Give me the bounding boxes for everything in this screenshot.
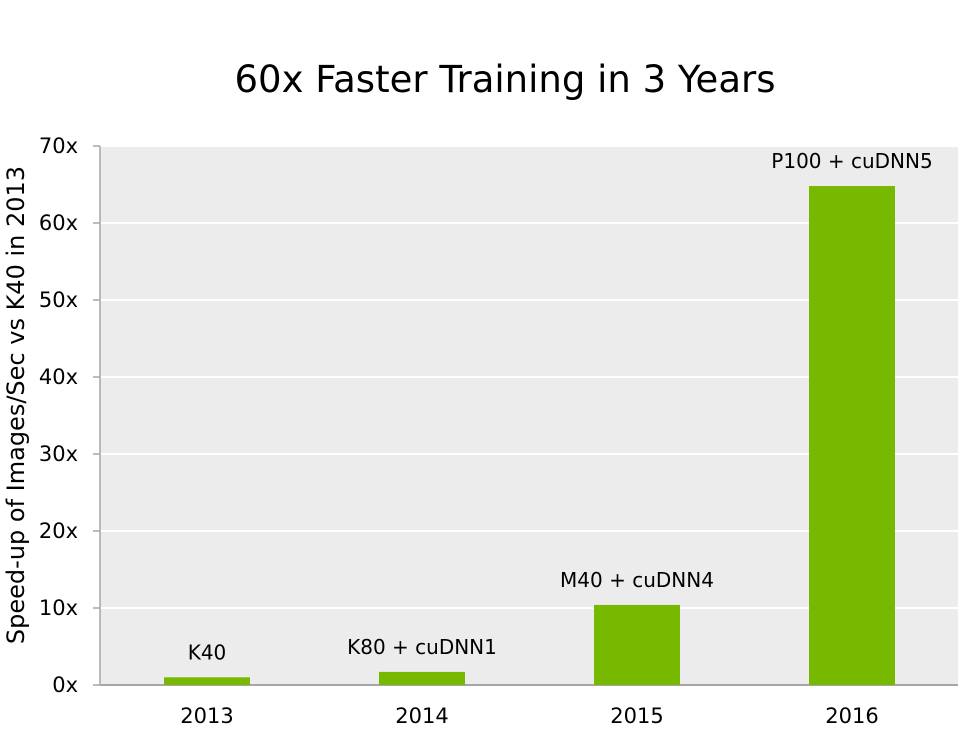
y-tick-label: 30x (39, 442, 78, 466)
bar-label-2016: P100 + cuDNN5 (771, 149, 932, 173)
bar-2015 (594, 604, 680, 685)
x-tick-label-2013: 2013 (180, 704, 233, 728)
y-tick-label: 50x (39, 288, 78, 312)
x-tick-label-2016: 2016 (825, 704, 878, 728)
y-tick-label: 70x (39, 134, 78, 158)
bar-2013 (164, 677, 250, 685)
bar-label-2013: K40 (188, 640, 227, 664)
bar-2016 (809, 186, 895, 686)
bar-label-2015: M40 + cuDNN4 (560, 568, 714, 592)
bar-2014 (379, 671, 465, 685)
x-tick-label-2014: 2014 (395, 704, 448, 728)
y-tick-label: 60x (39, 211, 78, 235)
bar-label-2014: K80 + cuDNN1 (347, 635, 497, 659)
y-tick-label: 40x (39, 365, 78, 389)
y-tick-label: 0x (52, 673, 78, 697)
y-tick-label: 10x (39, 596, 78, 620)
x-tick-label-2015: 2015 (610, 704, 663, 728)
y-tick-label: 20x (39, 519, 78, 543)
chart-title: 60x Faster Training in 3 Years (234, 58, 776, 101)
